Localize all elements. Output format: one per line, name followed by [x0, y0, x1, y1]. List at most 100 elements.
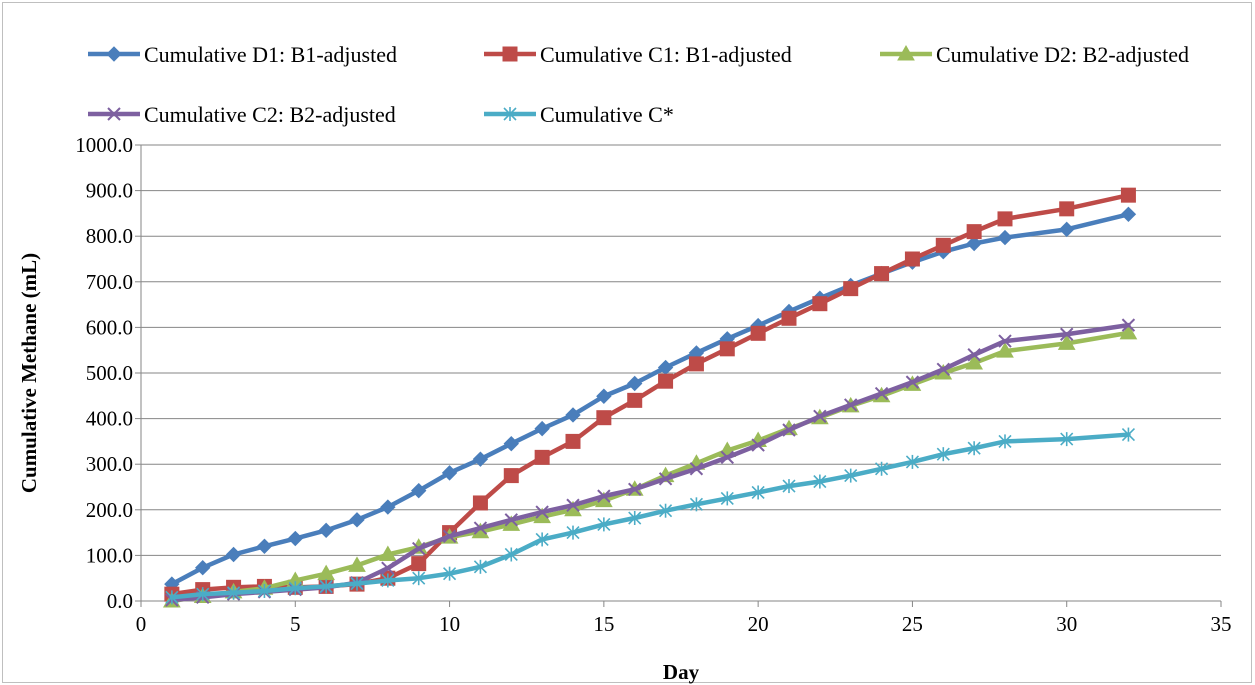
data-point — [628, 511, 642, 526]
data-point — [565, 433, 581, 449]
series-layer — [162, 187, 1138, 608]
data-point — [689, 462, 704, 476]
legend-label: Cumulative C1: B1-adjusted — [540, 42, 792, 67]
marker-stroke — [381, 561, 395, 575]
data-point — [472, 495, 488, 511]
x-tick-label: 25 — [902, 612, 923, 636]
marker-stroke — [936, 362, 950, 377]
data-point — [473, 521, 488, 535]
data-point — [287, 530, 303, 547]
data-point — [627, 375, 643, 392]
data-point — [195, 560, 211, 576]
data-point — [318, 522, 334, 539]
x-tick-label: 20 — [748, 612, 769, 636]
data-point — [689, 497, 703, 512]
y-tick-label: 300.0 — [86, 452, 133, 476]
marker-stroke — [107, 107, 121, 121]
data-point — [628, 482, 642, 496]
data-point — [843, 281, 859, 297]
marker-stroke — [782, 423, 796, 437]
data-point — [874, 386, 889, 401]
data-point — [720, 450, 734, 465]
data-point — [1120, 206, 1137, 223]
data-point — [256, 538, 273, 554]
legend-label: Cumulative D1: B1-adjusted — [144, 42, 397, 67]
data-point — [596, 388, 612, 404]
y-tick-label: 900.0 — [86, 179, 133, 203]
y-tick-label: 800.0 — [86, 224, 133, 248]
data-point — [165, 590, 179, 605]
x-tick-label: 30 — [1056, 612, 1077, 636]
marker-stroke — [874, 386, 889, 401]
data-point — [319, 579, 333, 594]
marker-stroke — [720, 450, 734, 465]
legend-label: Cumulative C2: B2-adjusted — [144, 102, 396, 127]
data-point — [411, 482, 427, 499]
data-point — [967, 441, 981, 456]
data-point — [875, 461, 889, 476]
data-point — [535, 532, 549, 547]
data-point — [905, 454, 919, 469]
data-point — [874, 266, 890, 282]
data-point — [627, 392, 643, 408]
data-point — [442, 529, 457, 543]
data-point — [378, 545, 397, 561]
data-point — [719, 341, 735, 357]
data-point — [812, 296, 828, 312]
data-point — [998, 434, 1012, 449]
legend-item-5: Cumulative C* — [484, 102, 674, 127]
x-tick-label: 35 — [1211, 612, 1232, 636]
marker-stroke — [998, 334, 1012, 348]
data-point — [597, 489, 611, 503]
data-point — [1057, 334, 1076, 350]
x-tick-label: 15 — [593, 612, 614, 636]
marker-stroke — [442, 529, 457, 543]
data-point — [965, 353, 984, 370]
series-4 — [165, 318, 1136, 607]
data-point — [443, 566, 457, 581]
data-point — [1060, 432, 1074, 447]
data-point — [996, 342, 1014, 358]
data-point — [997, 229, 1013, 246]
data-point — [225, 546, 242, 563]
data-point — [751, 438, 765, 452]
legend-item-3: Cumulative D2: B2-adjusted — [880, 42, 1189, 67]
data-point — [936, 447, 950, 462]
data-point — [288, 581, 302, 596]
marker-stroke — [535, 505, 549, 519]
data-point — [904, 251, 920, 267]
data-point — [998, 334, 1012, 348]
data-point — [473, 559, 487, 574]
y-axis-title: Cumulative Methane (mL) — [17, 253, 41, 493]
data-point — [967, 348, 981, 362]
y-tick-label: 1000.0 — [75, 133, 133, 157]
data-point — [411, 556, 427, 572]
x-tick-label: 0 — [136, 612, 147, 636]
marker-stroke — [813, 409, 827, 424]
legend-swatch-marker — [502, 46, 518, 62]
legend-item-1: Cumulative D1: B1-adjusted — [88, 42, 397, 67]
data-point — [381, 573, 395, 588]
marker-stroke — [1060, 327, 1074, 341]
data-point — [751, 485, 765, 500]
marker-stroke — [566, 498, 580, 512]
data-point — [1119, 323, 1138, 340]
data-point — [781, 310, 797, 326]
data-point — [196, 587, 210, 602]
data-point — [534, 449, 550, 465]
x-axis-title: Day — [663, 660, 700, 684]
data-point — [844, 468, 858, 483]
data-point — [966, 235, 982, 252]
marker-stroke — [905, 375, 920, 389]
legend-swatch-marker — [107, 107, 121, 121]
data-point — [658, 373, 674, 389]
y-tick-label: 700.0 — [86, 270, 133, 294]
data-point — [688, 356, 704, 372]
data-point — [412, 571, 426, 586]
x-tick-label: 10 — [439, 612, 460, 636]
data-point — [1060, 327, 1074, 341]
data-point — [380, 499, 396, 515]
series-line — [169, 212, 1131, 587]
series-2 — [164, 187, 1136, 602]
